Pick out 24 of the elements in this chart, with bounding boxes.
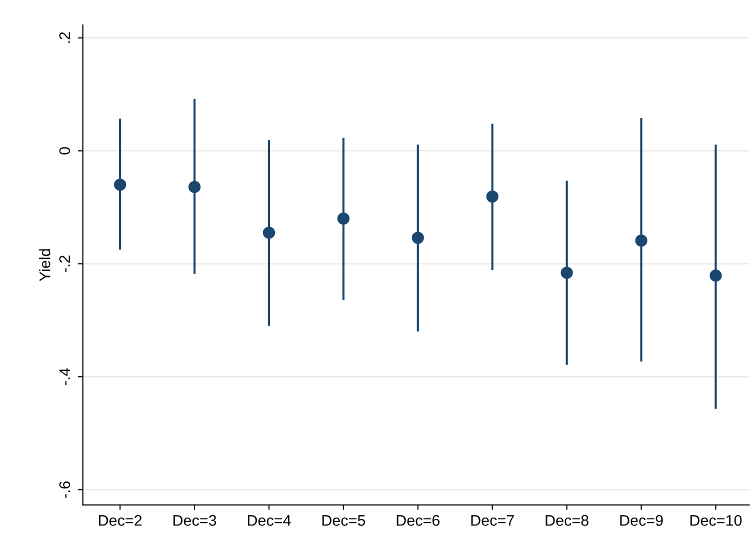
point <box>188 180 201 194</box>
point <box>412 232 424 244</box>
y-tick-label: -.2 <box>59 256 70 272</box>
y-tick-label: -.6 <box>59 481 70 498</box>
x-tick-label: Dec=5 <box>322 515 366 526</box>
y-tick-label: -.4 <box>59 368 70 385</box>
point <box>635 234 648 247</box>
y-tick-label: 0 <box>59 147 70 154</box>
x-tick-label: Dec=8 <box>546 515 588 526</box>
point <box>337 212 350 225</box>
point <box>486 190 498 203</box>
x-tick-label: Dec=2 <box>99 515 142 526</box>
point <box>710 270 722 282</box>
x-tick-label: Dec=9 <box>620 515 663 526</box>
point <box>114 178 126 191</box>
x-tick-label: Dec=3 <box>173 515 216 526</box>
point <box>262 226 276 239</box>
x-tick-label: Dec=6 <box>396 515 440 526</box>
y-tick-label: .2 <box>59 32 70 43</box>
x-tick-label: Dec=7 <box>471 515 514 526</box>
y-axis-title: Yield <box>39 249 50 282</box>
point <box>560 266 573 279</box>
x-tick-label: Dec=4 <box>248 515 291 526</box>
x-tick-label: Dec=10 <box>690 515 742 526</box>
